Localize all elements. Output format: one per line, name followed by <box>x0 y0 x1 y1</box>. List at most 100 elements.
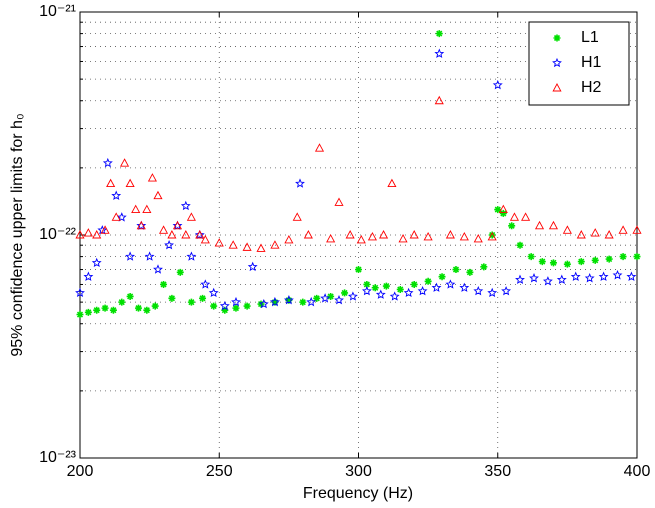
data-point <box>538 258 546 266</box>
data-point <box>303 230 313 239</box>
data-point <box>92 230 102 239</box>
data-point <box>492 79 503 90</box>
data-point <box>423 232 433 241</box>
data-point <box>101 304 109 312</box>
data-point <box>570 271 581 281</box>
data-point <box>445 279 456 289</box>
data-point <box>306 296 317 307</box>
data-point <box>619 253 627 261</box>
data-point <box>576 230 586 239</box>
data-point <box>102 157 113 168</box>
data-point <box>543 276 553 286</box>
data-point <box>284 235 294 244</box>
data-point <box>632 225 642 234</box>
data-point <box>424 277 432 285</box>
y-tick-label: 10⁻²² <box>39 226 77 243</box>
data-point <box>143 306 151 314</box>
data-point <box>136 220 147 230</box>
y-tick-label: 10⁻²¹ <box>39 3 76 20</box>
data-point <box>363 280 371 288</box>
data-point <box>633 253 641 261</box>
data-point <box>75 287 85 298</box>
data-point <box>584 272 595 283</box>
data-point <box>187 298 195 306</box>
data-point <box>283 294 294 305</box>
data-point <box>403 287 414 298</box>
data-point <box>562 225 572 234</box>
data-point <box>473 234 483 243</box>
data-point <box>172 220 183 230</box>
data-point <box>387 178 397 188</box>
legend-marker <box>552 83 562 92</box>
data-point <box>345 230 355 239</box>
data-point <box>326 234 336 243</box>
data-point <box>434 48 445 58</box>
data-point <box>549 259 557 267</box>
data-point <box>83 228 93 237</box>
data-point <box>93 306 101 314</box>
data-point <box>147 173 157 182</box>
data-point <box>327 292 335 300</box>
x-tick-label: 300 <box>345 463 372 480</box>
data-point <box>186 251 197 261</box>
data-point <box>200 279 211 289</box>
data-point <box>136 220 146 230</box>
data-point <box>626 271 637 281</box>
y-axis-label: 95% confidence upper limits for h₀ <box>9 113 26 356</box>
data-point <box>285 296 293 304</box>
data-point <box>195 230 205 239</box>
data-point <box>534 220 545 230</box>
data-point <box>210 302 218 310</box>
data-point <box>438 273 446 281</box>
data-point <box>452 266 460 274</box>
data-point <box>320 293 331 303</box>
data-point <box>142 204 152 214</box>
data-point <box>160 280 168 288</box>
data-point <box>508 222 516 230</box>
data-point <box>516 241 524 249</box>
data-point <box>292 212 302 221</box>
data-point <box>116 212 127 222</box>
data-point <box>76 311 84 319</box>
x-tick-label: 200 <box>67 463 94 480</box>
data-point <box>270 240 280 249</box>
data-point <box>126 292 134 300</box>
data-point <box>367 232 377 241</box>
data-point <box>109 306 117 314</box>
data-point <box>488 231 496 239</box>
data-point <box>590 228 600 237</box>
x-tick-label: 250 <box>206 463 233 480</box>
legend-marker <box>553 34 561 42</box>
data-point <box>100 225 110 234</box>
data-point <box>164 240 174 250</box>
data-point <box>84 308 92 316</box>
data-point <box>199 294 207 302</box>
data-point <box>459 282 470 292</box>
legend-label: H1 <box>581 54 602 71</box>
data-point <box>334 197 344 206</box>
data-point <box>487 287 498 298</box>
data-point <box>271 298 279 306</box>
data-point <box>389 291 400 301</box>
data-point <box>168 294 176 302</box>
data-point <box>242 242 252 251</box>
data-point <box>434 95 444 105</box>
data-point <box>83 271 94 281</box>
data-point <box>134 304 142 312</box>
data-point <box>362 286 372 296</box>
data-point <box>194 229 205 240</box>
data-point <box>75 230 85 239</box>
data-point <box>409 230 419 239</box>
data-point <box>445 230 455 239</box>
data-point <box>208 287 219 298</box>
data-point <box>153 190 163 200</box>
x-axis-label: Frequency (Hz) <box>303 485 413 502</box>
data-point <box>243 302 251 310</box>
data-point <box>431 282 442 292</box>
axes-box <box>79 11 638 459</box>
data-point <box>612 270 623 280</box>
data-point <box>382 282 390 290</box>
legend-label: L1 <box>581 29 599 46</box>
data-point <box>228 240 238 249</box>
